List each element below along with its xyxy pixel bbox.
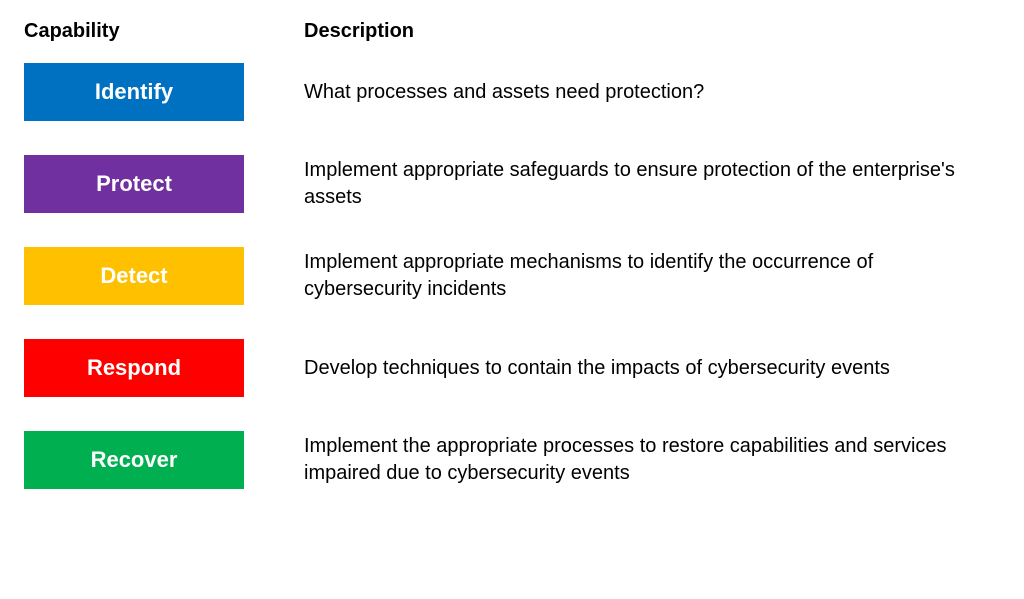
capability-table: Capability Description Identify What pro… [24,20,1000,489]
capability-description: Implement appropriate mechanisms to iden… [304,249,1000,303]
table-row: Detect Implement appropriate mechanisms … [24,247,1000,305]
table-row: Protect Implement appropriate safeguards… [24,155,1000,213]
capability-badge-detect: Detect [24,247,244,305]
capability-description: Implement the appropriate processes to r… [304,433,1000,487]
header-capability: Capability [24,20,304,43]
capability-badge-respond: Respond [24,339,244,397]
capability-description: Develop techniques to contain the impact… [304,355,1000,382]
table-row: Recover Implement the appropriate proces… [24,431,1000,489]
table-row: Identify What processes and assets need … [24,63,1000,121]
capability-description: What processes and assets need protectio… [304,79,1000,106]
header-description: Description [304,20,1000,43]
table-header-row: Capability Description [24,20,1000,43]
capability-badge-identify: Identify [24,63,244,121]
table-row: Respond Develop techniques to contain th… [24,339,1000,397]
capability-badge-recover: Recover [24,431,244,489]
capability-badge-protect: Protect [24,155,244,213]
capability-description: Implement appropriate safeguards to ensu… [304,157,1000,211]
